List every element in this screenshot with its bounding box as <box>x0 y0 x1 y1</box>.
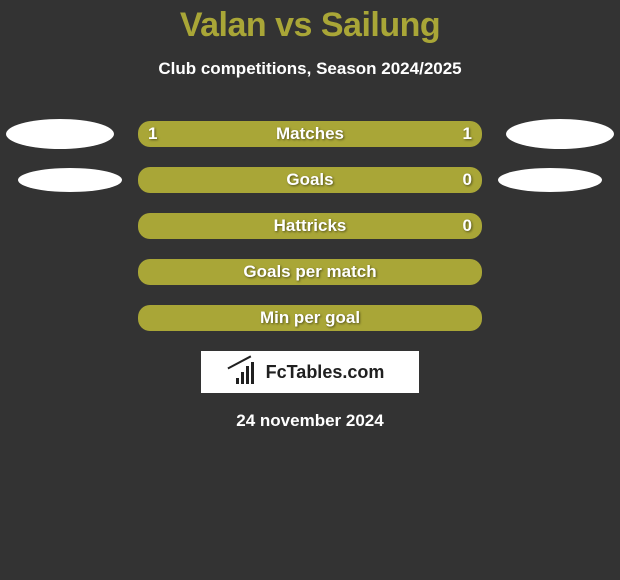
stat-label: Matches <box>138 121 482 147</box>
stat-rows: 1 Matches 1 Goals 0 Hattricks 0 <box>0 121 620 331</box>
stat-row-hattricks: Hattricks 0 <box>0 213 620 239</box>
stat-row-goals: Goals 0 <box>0 167 620 193</box>
stat-bar: Hattricks 0 <box>138 213 482 239</box>
right-marker-ellipse <box>498 168 602 192</box>
stat-right-value: 1 <box>463 121 472 147</box>
stat-right-value: 0 <box>463 213 472 239</box>
left-marker-ellipse <box>6 119 114 149</box>
comparison-infographic: Valan vs Sailung Club competitions, Seas… <box>0 0 620 431</box>
stat-bar: Goals per match <box>138 259 482 285</box>
stat-row-matches: 1 Matches 1 <box>0 121 620 147</box>
page-title: Valan vs Sailung <box>0 6 620 45</box>
stat-row-goals-per-match: Goals per match <box>0 259 620 285</box>
stat-label: Goals <box>138 167 482 193</box>
source-logo: FcTables.com <box>201 351 419 393</box>
stat-row-min-per-goal: Min per goal <box>0 305 620 331</box>
stat-label: Min per goal <box>138 305 482 331</box>
logo-text: FcTables.com <box>266 362 385 383</box>
chart-icon <box>236 360 260 384</box>
page-subtitle: Club competitions, Season 2024/2025 <box>0 59 620 79</box>
stat-bar: Min per goal <box>138 305 482 331</box>
stat-label: Hattricks <box>138 213 482 239</box>
stat-bar: Goals 0 <box>138 167 482 193</box>
date-label: 24 november 2024 <box>0 411 620 431</box>
stat-right-value: 0 <box>463 167 472 193</box>
stat-label: Goals per match <box>138 259 482 285</box>
left-marker-ellipse <box>18 168 122 192</box>
right-marker-ellipse <box>506 119 614 149</box>
stat-bar: 1 Matches 1 <box>138 121 482 147</box>
